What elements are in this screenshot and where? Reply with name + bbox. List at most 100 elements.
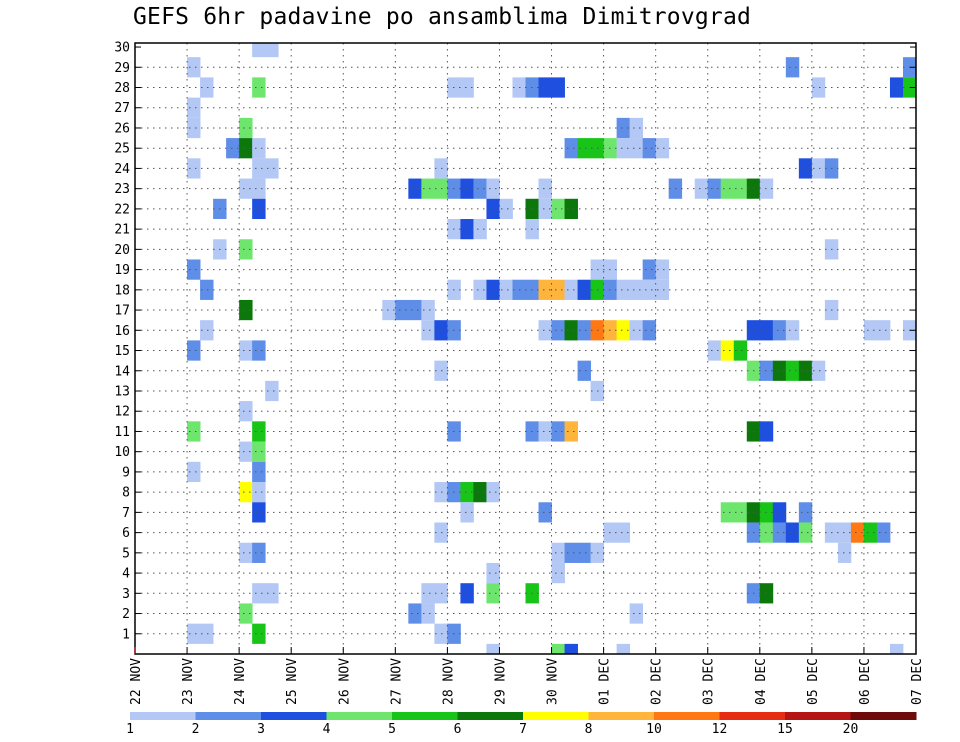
y-tick-label: 26 bbox=[114, 121, 130, 136]
colorbar-segment bbox=[195, 712, 262, 720]
heatmap-cell bbox=[395, 299, 409, 321]
heatmap-cell bbox=[538, 502, 552, 523]
heatmap-cell bbox=[577, 320, 591, 341]
heatmap-cell bbox=[200, 279, 214, 300]
heatmap-cell bbox=[733, 340, 748, 361]
colorbar-label: 3 bbox=[257, 722, 265, 737]
heatmap-cell bbox=[187, 158, 201, 179]
heatmap-cell bbox=[577, 138, 591, 159]
y-tick-label: 17 bbox=[114, 304, 130, 319]
heatmap-cell bbox=[772, 522, 787, 543]
heatmap-cell bbox=[421, 299, 435, 321]
heatmap-cell bbox=[486, 562, 500, 584]
colorbar-label: 1 bbox=[126, 722, 134, 737]
x-tick-label: 04 DEC bbox=[754, 658, 769, 705]
heatmap-cell bbox=[655, 138, 670, 159]
heatmap-cell bbox=[382, 299, 396, 321]
heatmap-cell bbox=[538, 279, 552, 300]
heatmap-cell bbox=[577, 542, 591, 563]
heatmap-cell bbox=[850, 522, 865, 543]
colorbar-label: 15 bbox=[777, 722, 793, 737]
heatmap-cell bbox=[538, 77, 552, 98]
heatmap-cell bbox=[239, 340, 253, 361]
heatmap-cell bbox=[460, 178, 474, 199]
y-tick-label: 22 bbox=[114, 202, 130, 217]
heatmap-cell bbox=[239, 299, 253, 321]
heatmap-cell bbox=[551, 198, 565, 220]
x-tick-label: 28 NOV bbox=[441, 658, 456, 705]
heatmap-cell bbox=[460, 502, 474, 523]
heatmap-cell bbox=[538, 198, 552, 220]
heatmap-cell bbox=[187, 117, 201, 139]
y-tick-label: 27 bbox=[114, 101, 130, 116]
colorbar-segment bbox=[523, 712, 589, 720]
x-tick-label: 05 DEC bbox=[806, 658, 821, 705]
colorbar-segment bbox=[785, 712, 851, 720]
heatmap-cell bbox=[239, 542, 253, 563]
heatmap-cell bbox=[759, 522, 774, 543]
heatmap-cell bbox=[538, 178, 552, 199]
heatmap-cell bbox=[265, 158, 279, 179]
x-tick-label: 25 NOV bbox=[285, 658, 300, 705]
heatmap-cell bbox=[421, 603, 435, 624]
heatmap-cell bbox=[187, 259, 201, 280]
heatmap-cell bbox=[421, 583, 435, 604]
heatmap-cell bbox=[642, 320, 657, 341]
heatmap-cell bbox=[200, 320, 214, 341]
x-tick-label: 30 NOV bbox=[546, 658, 561, 705]
heatmap-cell bbox=[239, 401, 253, 422]
heatmap-cell bbox=[265, 43, 279, 58]
y-tick-label: 20 bbox=[114, 243, 130, 258]
grid-layer bbox=[135, 43, 916, 654]
y-tick-label: 11 bbox=[114, 425, 130, 440]
heatmap-cell bbox=[239, 117, 253, 139]
x-tick-label: 06 DEC bbox=[858, 658, 873, 705]
x-tick-label: 22 NOV bbox=[129, 658, 144, 705]
heatmap-cell bbox=[785, 522, 800, 543]
colorbar-label: 7 bbox=[519, 722, 527, 737]
heatmap-cell bbox=[421, 178, 435, 199]
heatmap-cell bbox=[655, 259, 670, 280]
heatmap-cell bbox=[655, 279, 670, 300]
colorbar-label: 2 bbox=[192, 722, 200, 737]
y-tick-label: 29 bbox=[114, 61, 130, 76]
heatmap-cell bbox=[551, 279, 565, 300]
heatmap-cell bbox=[707, 340, 722, 361]
heatmap-cell bbox=[551, 421, 565, 442]
colorbar-segment bbox=[457, 712, 524, 720]
heatmap-cell bbox=[460, 77, 474, 98]
x-tick-label: 23 NOV bbox=[181, 658, 196, 705]
heatmap-cell bbox=[265, 583, 279, 604]
colorbar-label: 4 bbox=[323, 722, 331, 737]
x-tick-label: 29 NOV bbox=[494, 658, 509, 705]
y-tick-label: 30 bbox=[114, 41, 130, 56]
heatmap-cell bbox=[759, 583, 774, 604]
heatmap-cell bbox=[239, 441, 253, 462]
y-tick-label: 28 bbox=[114, 81, 130, 96]
heatmap-cell bbox=[798, 360, 813, 381]
colorbar-segment bbox=[588, 712, 655, 720]
y-tick-label: 25 bbox=[114, 142, 130, 157]
heatmap-cell bbox=[252, 441, 266, 462]
heatmap-cell bbox=[252, 138, 266, 159]
heatmap-cell bbox=[408, 299, 422, 321]
colorbar-label: 10 bbox=[646, 722, 662, 737]
y-tick-label: 9 bbox=[122, 465, 130, 480]
heatmap-cell bbox=[187, 340, 201, 361]
heatmap-cell bbox=[486, 178, 500, 199]
x-tick-label: 26 NOV bbox=[337, 658, 352, 705]
cells-layer bbox=[187, 43, 917, 654]
colorbar-segment bbox=[719, 712, 786, 720]
heatmap-cell bbox=[629, 320, 644, 341]
colorbar-layer: 1 2 3 4 5 6 7 8 10 12 15 20 bbox=[126, 712, 917, 737]
y-tick-label: 23 bbox=[114, 182, 130, 197]
heatmap-cell bbox=[486, 198, 500, 220]
colorbar-label: 5 bbox=[388, 722, 396, 737]
heatmap-cell bbox=[811, 158, 826, 179]
y-tick-label: 3 bbox=[122, 587, 130, 602]
heatmap-cell bbox=[837, 522, 852, 543]
heatmap-cell bbox=[564, 643, 578, 654]
heatmap-cell bbox=[577, 360, 591, 381]
heatmap-cell bbox=[538, 320, 552, 341]
